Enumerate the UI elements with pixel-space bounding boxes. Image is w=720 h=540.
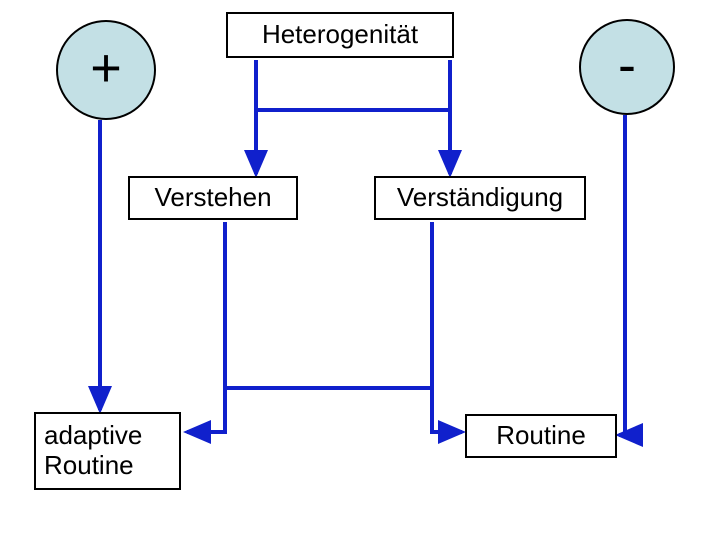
minus-circle: - bbox=[579, 19, 675, 115]
minus-symbol: - bbox=[618, 38, 636, 92]
routine-label: Routine bbox=[496, 421, 586, 451]
adaptive-routine-label: adaptive Routine bbox=[44, 421, 142, 481]
verstehen-label: Verstehen bbox=[154, 183, 271, 213]
verstaendigung-box: Verständigung bbox=[374, 176, 586, 220]
diagram-canvas: + - Heterogenität Verstehen Verständigun… bbox=[0, 0, 720, 540]
heterogenitaet-label: Heterogenität bbox=[262, 20, 418, 50]
minus-to-routine bbox=[619, 115, 625, 435]
plus-symbol: + bbox=[90, 41, 122, 95]
verstaend-to-routine-L bbox=[432, 222, 462, 432]
verstehen-box: Verstehen bbox=[128, 176, 298, 220]
routine-box: Routine bbox=[465, 414, 617, 458]
adaptive-routine-box: adaptive Routine bbox=[34, 412, 181, 490]
heterogenitaet-box: Heterogenität bbox=[226, 12, 454, 58]
verstaendigung-label: Verständigung bbox=[397, 183, 563, 213]
verstehen-to-adaptive-L bbox=[187, 222, 225, 432]
plus-circle: + bbox=[56, 20, 156, 120]
